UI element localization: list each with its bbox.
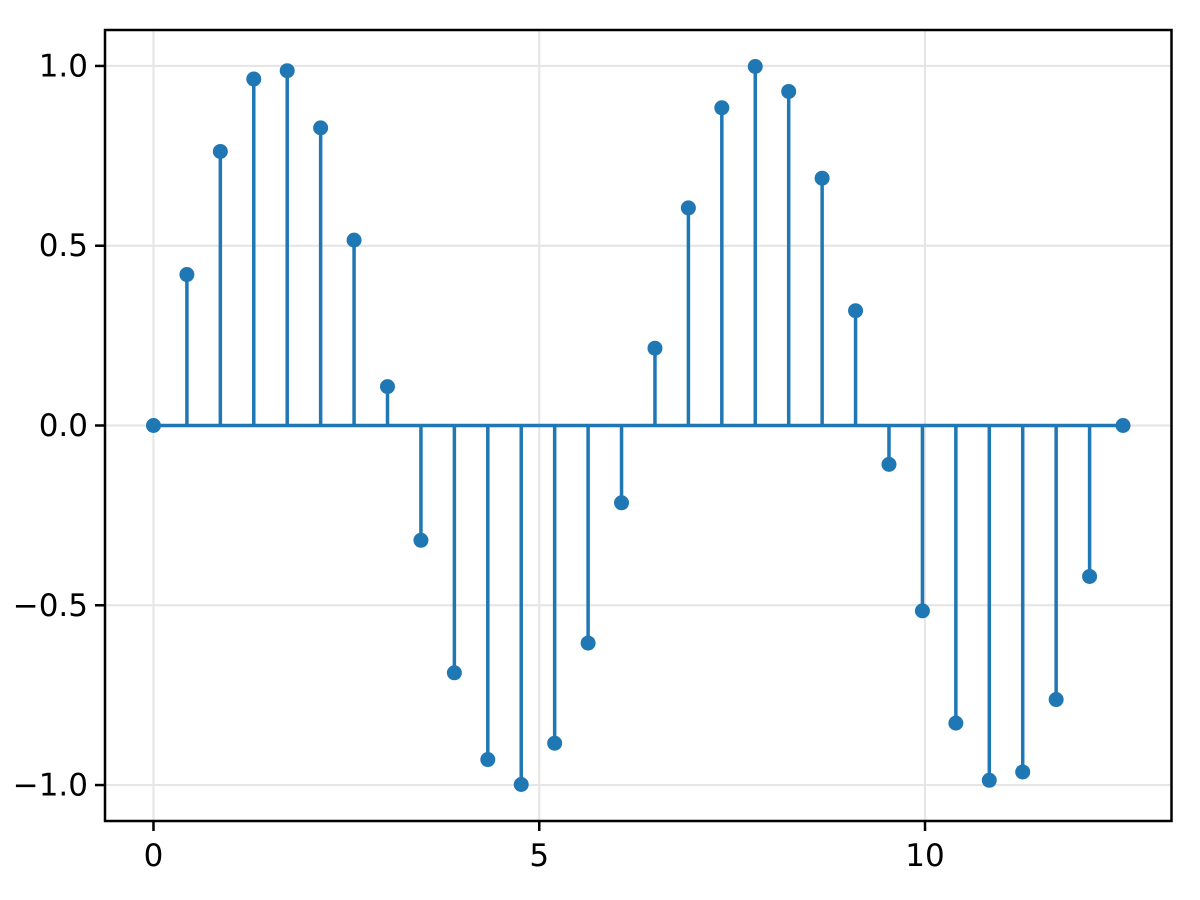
x-tick-label: 10 bbox=[905, 838, 944, 874]
stem-marker bbox=[614, 495, 630, 511]
stem-marker bbox=[145, 418, 161, 433]
stem-marker bbox=[413, 532, 429, 548]
stem-marker bbox=[313, 120, 329, 136]
stem-marker bbox=[346, 232, 362, 248]
stem-marker bbox=[814, 170, 830, 186]
stem-marker bbox=[547, 735, 563, 751]
stem-marker bbox=[279, 63, 295, 79]
stem-marker bbox=[647, 340, 663, 356]
stem-marker bbox=[1048, 692, 1064, 708]
stem-marker bbox=[781, 83, 797, 99]
x-tick-label: 5 bbox=[529, 838, 549, 874]
stem-marker bbox=[1082, 568, 1098, 584]
stem-marker bbox=[680, 200, 696, 216]
y-tick-label: −1.0 bbox=[13, 768, 88, 804]
y-tick-label: −0.5 bbox=[13, 588, 88, 624]
stem-marker bbox=[914, 603, 930, 619]
stem-marker bbox=[246, 71, 262, 87]
y-tick-label: 0.0 bbox=[39, 408, 88, 444]
stem-marker bbox=[212, 143, 228, 159]
stem-marker bbox=[179, 267, 195, 283]
stem-marker bbox=[981, 772, 997, 788]
stem-marker bbox=[480, 752, 496, 768]
y-tick-label: 0.5 bbox=[39, 228, 88, 264]
stem-marker bbox=[446, 665, 462, 681]
stem-marker bbox=[948, 715, 964, 731]
y-tick-label: 1.0 bbox=[39, 48, 88, 84]
stem-marker bbox=[848, 303, 864, 319]
stem-marker bbox=[379, 379, 395, 395]
stem-marker bbox=[513, 777, 529, 793]
x-tick-label: 0 bbox=[144, 838, 164, 874]
stem-marker bbox=[1015, 764, 1031, 780]
stem-marker bbox=[747, 58, 763, 74]
stem-marker bbox=[580, 635, 596, 651]
stem-marker bbox=[881, 456, 897, 472]
stem-marker bbox=[714, 100, 730, 116]
stem-marker bbox=[1115, 418, 1131, 433]
